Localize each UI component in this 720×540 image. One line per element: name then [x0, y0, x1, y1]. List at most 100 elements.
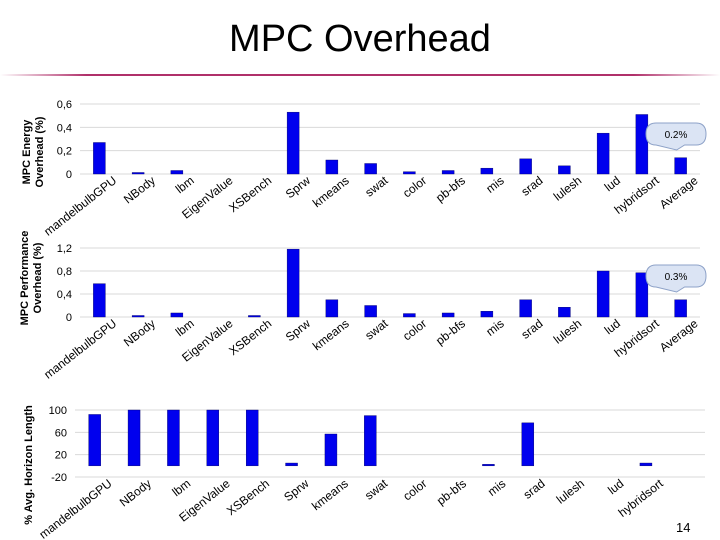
- x-tick-label: mandelbulbGPU: [41, 316, 119, 381]
- x-tick-label: pb-bfs: [433, 173, 468, 205]
- x-tick-label: color: [400, 476, 429, 503]
- bar-kmeans: [325, 159, 339, 175]
- bar-color: [403, 313, 416, 318]
- x-tick-label: Sprw: [283, 173, 313, 201]
- y-tick-label: 0,4: [57, 289, 72, 301]
- y-axis-label: MPC EnergyOverhead (%): [21, 116, 46, 187]
- x-tick-label: Average: [657, 316, 701, 355]
- x-tick-label: lbm: [173, 316, 197, 339]
- x-tick-label: XSBench: [226, 316, 274, 358]
- y-tick-label: 20: [55, 450, 67, 462]
- x-tick-label: srad: [518, 173, 545, 198]
- bar-lud: [596, 132, 610, 175]
- x-tick-label: hybridsort: [616, 476, 667, 520]
- x-tick-label: swat: [362, 476, 391, 503]
- bar-mandelbulbGPU: [93, 283, 106, 318]
- x-tick-label: mis: [483, 173, 506, 196]
- y-tick-label: 0: [66, 312, 72, 324]
- y-tick-label: 0,2: [57, 146, 72, 158]
- x-tick-label: swat: [362, 173, 391, 200]
- bar-XSBench: [248, 315, 261, 318]
- bar-swat: [364, 415, 377, 467]
- x-tick-label: lulesh: [554, 476, 587, 506]
- bar-Sprw: [286, 111, 300, 175]
- bar-swat: [364, 163, 377, 175]
- bar-srad: [519, 299, 532, 318]
- bar-mis: [480, 311, 494, 318]
- x-tick-label: srad: [518, 316, 545, 341]
- annotation-label: 0.2%: [665, 130, 688, 141]
- x-tick-label: srad: [521, 476, 548, 501]
- chart-panel-3: 100 60 20 -20 % Avg. Horizon Length mandelbul…: [23, 405, 705, 540]
- x-tick-label: kmeans: [310, 316, 352, 353]
- x-tick-label: NBody: [121, 316, 158, 349]
- y-tick-label: 100: [49, 405, 67, 417]
- y-tick-label: 0,8: [57, 266, 72, 278]
- annotation-callout: [645, 122, 707, 151]
- x-tick-label: color: [400, 173, 429, 200]
- x-tick-label: pb-bfs: [433, 316, 468, 348]
- bar-NBody: [131, 315, 145, 318]
- x-tick-label: lulesh: [551, 316, 584, 346]
- x-tick-label: hybridsort: [612, 316, 663, 360]
- bar-NBody: [131, 172, 145, 175]
- chart-panel-2: 1,2 0,8 0,4 0 MPC PerformanceOverhead (%)man…: [19, 231, 707, 382]
- x-tick-label: swat: [362, 316, 391, 343]
- bar-lbm: [170, 170, 184, 175]
- x-tick-label: lud: [602, 173, 623, 194]
- y-axis-label: MPC PerformanceOverhead (%): [19, 231, 44, 326]
- x-tick-label: lbm: [169, 476, 193, 499]
- y-tick-label: 0: [66, 169, 72, 181]
- bar-NBody: [127, 409, 141, 467]
- bar-Sprw: [286, 248, 300, 318]
- x-tick-label: NBody: [117, 476, 154, 509]
- x-tick-label: Sprw: [283, 316, 313, 344]
- x-tick-label: hybridsort: [612, 173, 663, 217]
- bar-lbm: [167, 409, 180, 467]
- annotation-label: 0.3%: [665, 272, 688, 283]
- chart-panel-1: 0,6 0,4 0,2 0 MPC EnergyOverhead (%)mandelbu…: [21, 99, 707, 239]
- x-tick-label: pb-bfs: [434, 476, 469, 508]
- x-tick-label: XSBench: [224, 476, 272, 518]
- y-tick-label: 60: [55, 427, 67, 439]
- bar-lulesh: [558, 307, 571, 318]
- bar-mis: [480, 167, 494, 175]
- bar-mis: [482, 464, 495, 467]
- bar-lulesh: [558, 165, 571, 175]
- y-tick-label: -20: [51, 472, 67, 484]
- bar-swat: [364, 305, 377, 318]
- y-tick-label: 0,6: [57, 99, 72, 111]
- bar-color: [403, 171, 416, 175]
- bar-pb-bfs: [441, 312, 455, 318]
- bar-hybridsort: [635, 114, 649, 175]
- bar-Average: [674, 157, 687, 175]
- bar-pb-bfs: [441, 170, 455, 175]
- x-tick-label: lbm: [173, 173, 197, 196]
- bar-Average: [674, 299, 687, 318]
- bar-hybridsort: [635, 272, 649, 318]
- bar-srad: [521, 422, 535, 467]
- annotation-callout: [645, 264, 707, 293]
- x-tick-label: kmeans: [309, 476, 351, 513]
- y-tick-label: 1,2: [57, 243, 72, 255]
- y-axis-label: % Avg. Horizon Length: [23, 405, 35, 525]
- x-tick-label: color: [400, 316, 429, 343]
- x-tick-label: mandelbulbGPU: [37, 476, 115, 540]
- x-tick-label: lud: [605, 476, 626, 497]
- bar-lud: [596, 270, 610, 318]
- y-tick-label: 0,4: [57, 122, 72, 134]
- bar-EigenValue: [206, 409, 220, 467]
- bar-kmeans: [324, 433, 338, 467]
- bar-srad: [519, 158, 532, 175]
- bar-hybridsort: [639, 462, 653, 467]
- x-tick-label: Sprw: [281, 476, 311, 504]
- x-tick-label: Average: [657, 173, 701, 212]
- x-tick-label: NBody: [121, 173, 158, 206]
- bar-kmeans: [325, 299, 339, 318]
- title-underline: [0, 74, 720, 76]
- x-tick-label: lud: [602, 316, 623, 337]
- x-tick-label: XSBench: [226, 173, 274, 215]
- page-number: 14: [676, 520, 691, 535]
- x-tick-label: lulesh: [551, 173, 584, 203]
